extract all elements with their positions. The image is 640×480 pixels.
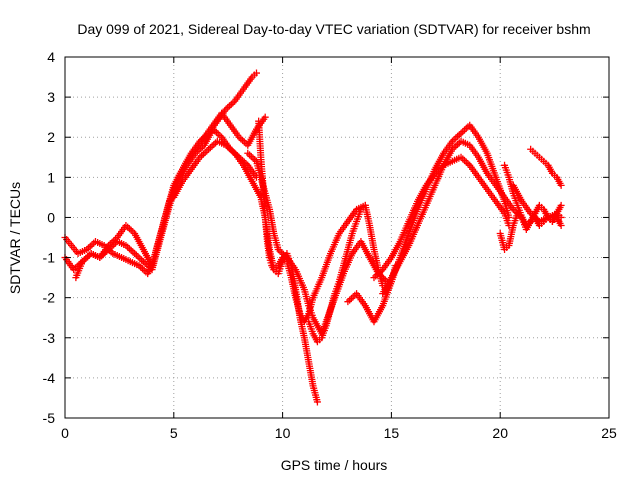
data-point-marker: [237, 135, 245, 143]
data-point-marker: [454, 132, 462, 140]
y-tick-label: -4: [43, 370, 56, 386]
data-point-marker: [249, 154, 257, 162]
data-point-marker: [125, 245, 133, 253]
data-point-marker: [206, 144, 214, 152]
data-point-marker: [464, 160, 472, 168]
data-point-marker: [450, 136, 458, 144]
data-point-marker: [227, 100, 235, 108]
data-point-marker: [246, 151, 254, 159]
data-point-marker: [136, 254, 144, 262]
data-point-marker: [349, 293, 357, 301]
data-point-marker: [239, 136, 247, 144]
data-point-marker: [208, 142, 216, 150]
y-tick-label: 3: [47, 89, 55, 105]
data-point-marker: [557, 181, 565, 189]
tick-layer: 0 5 10 15 20 25 -5 -4 -3 -2 -1 0 1 2 3 4: [43, 49, 617, 441]
data-point-marker: [131, 250, 139, 258]
series-arc-13: [509, 181, 565, 225]
x-tick-label: 5: [170, 425, 178, 441]
chart-title: Day 099 of 2021, Sidereal Day-to-day VTE…: [77, 21, 590, 37]
data-point-marker: [224, 104, 232, 112]
data-point-marker: [82, 254, 90, 262]
data-point-marker: [462, 124, 470, 132]
data-point-marker: [370, 274, 378, 282]
data-point-marker: [229, 99, 237, 107]
data-point-marker: [252, 69, 260, 77]
y-tick-label: -5: [43, 410, 56, 426]
x-tick-label: 10: [275, 425, 291, 441]
data-point-marker: [129, 248, 137, 256]
data-point-marker: [459, 128, 467, 136]
data-point-marker: [212, 128, 220, 136]
data-point-marker: [457, 129, 465, 137]
x-tick-label: 0: [61, 425, 69, 441]
series-arc-3: [72, 109, 269, 282]
y-axis-label: SDTVAR / TECUs: [7, 182, 23, 294]
data-point-marker: [240, 138, 248, 146]
x-axis-label: GPS time / hours: [281, 457, 388, 473]
data-point-marker: [127, 246, 135, 254]
data-point-marker: [86, 242, 94, 250]
data-point-marker: [214, 130, 222, 138]
y-tick-label: 1: [47, 169, 55, 185]
data-point-marker: [226, 102, 234, 110]
x-tick-label: 25: [601, 425, 617, 441]
data-point-marker: [557, 221, 565, 229]
y-tick-label: -2: [43, 290, 56, 306]
data-point-marker: [557, 213, 565, 221]
data-point-marker: [313, 398, 321, 406]
data-point-marker: [247, 152, 255, 160]
data-point-marker: [244, 149, 252, 157]
y-tick-label: -3: [43, 330, 56, 346]
x-tick-label: 20: [492, 425, 508, 441]
plot-frame: [64, 56, 610, 419]
data-point-marker: [462, 158, 470, 166]
data-point-marker: [344, 298, 352, 306]
data-point-marker: [127, 226, 135, 234]
data-point-marker: [261, 113, 269, 121]
data-point-marker: [452, 134, 460, 142]
data-point-marker: [134, 253, 142, 261]
data-layer: [61, 69, 565, 406]
y-tick-label: -1: [43, 250, 56, 266]
y-tick-label: 0: [47, 209, 55, 225]
data-point-marker: [205, 145, 213, 153]
data-point-marker: [459, 155, 467, 163]
y-tick-label: 2: [47, 129, 55, 145]
series-arc-9: [370, 153, 513, 282]
series-arc-14: [527, 145, 565, 189]
series-arc-6: [255, 117, 369, 326]
data-point-marker: [557, 201, 565, 209]
x-tick-label: 15: [384, 425, 400, 441]
data-point-marker: [461, 126, 469, 134]
data-point-marker: [346, 296, 354, 304]
y-tick-label: 4: [47, 49, 55, 65]
data-point-marker: [347, 294, 355, 302]
data-point-marker: [125, 225, 133, 233]
